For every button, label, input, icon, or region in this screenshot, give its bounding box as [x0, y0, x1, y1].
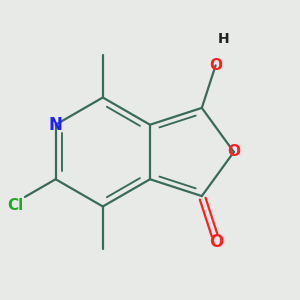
Text: O: O [209, 58, 222, 73]
Text: H: H [218, 32, 230, 46]
Text: O: O [227, 145, 240, 160]
Text: Cl: Cl [7, 198, 23, 213]
Text: N: N [49, 116, 63, 134]
Text: O: O [209, 233, 224, 251]
